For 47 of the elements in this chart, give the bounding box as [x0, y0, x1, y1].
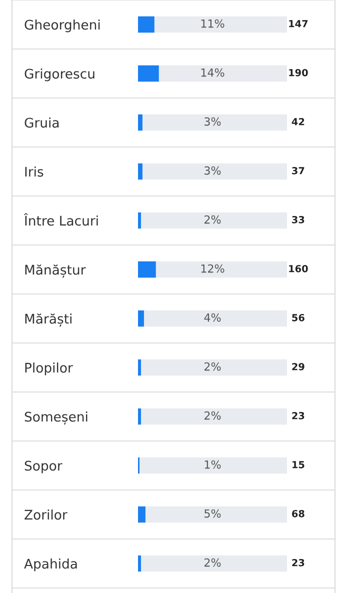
y-tick-label: Iris [25, 166, 44, 177]
bar [138, 408, 141, 425]
y-tick-label: Între Lacuri [24, 213, 98, 226]
data-label: 2% [204, 411, 221, 420]
text: 37 [292, 166, 304, 174]
y-tick-label: Plopilor [25, 362, 73, 376]
data-label: 2% [204, 558, 221, 567]
bar [138, 506, 146, 523]
y-tick-label: Gheorgheni [24, 19, 100, 32]
y-tick-label: Gruia [24, 117, 59, 128]
y-tick-label: Someșeni [24, 411, 88, 425]
text: 190 [289, 68, 308, 76]
data-label: 1% [204, 460, 221, 469]
y-tick-label: Mănăștur [25, 264, 86, 278]
text: 15 [292, 461, 304, 468]
bar [138, 212, 141, 229]
text: 29 [292, 362, 304, 370]
bar [138, 16, 154, 33]
text: 23 [292, 558, 304, 566]
bar [138, 163, 142, 180]
y-tick-label: Zorilor [24, 509, 68, 520]
y-tick-label: Grigorescu [24, 68, 94, 82]
text: 42 [292, 118, 304, 126]
text: 160 [289, 264, 308, 272]
text: 33 [292, 216, 304, 224]
y-tick-label: Mărăști [25, 313, 72, 327]
text: 147 [289, 20, 308, 28]
bar [138, 261, 156, 278]
data-label: 3% [204, 166, 221, 175]
data-label: 4% [204, 313, 221, 322]
bar [138, 359, 141, 376]
bar [138, 310, 144, 327]
text: 23 [292, 412, 304, 420]
data-label: 2% [204, 215, 221, 224]
data-label: 14% [201, 68, 224, 77]
bar [138, 114, 142, 131]
bar [138, 555, 141, 572]
data-label: 12% [201, 264, 224, 273]
data-label: 5% [204, 509, 221, 518]
data-label: 3% [204, 117, 221, 126]
data-label: 2% [204, 362, 221, 371]
text: 56 [292, 314, 304, 322]
data-label: 11% [201, 19, 224, 28]
y-tick-label: Sopor [24, 460, 62, 474]
y-tick-label: Apahida [24, 558, 77, 572]
text: 68 [292, 510, 304, 518]
bar [138, 65, 159, 82]
